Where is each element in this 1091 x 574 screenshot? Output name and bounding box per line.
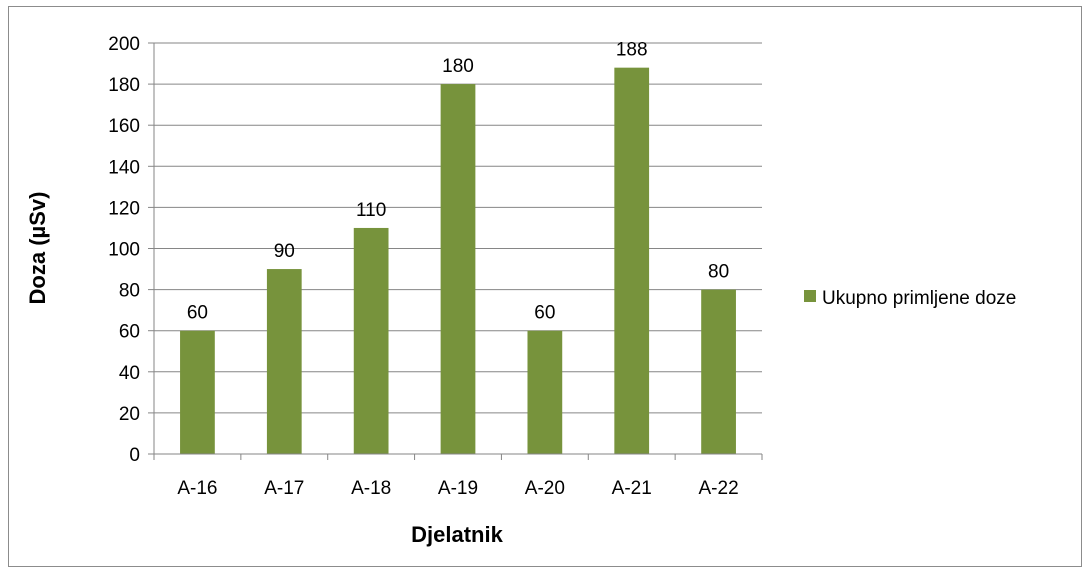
y-tick-label: 160	[108, 116, 140, 137]
axes	[148, 42, 763, 460]
data-label: 180	[442, 56, 474, 77]
legend-swatch	[804, 290, 816, 302]
legend: Ukupno primljene doze	[804, 288, 1016, 309]
bars	[180, 67, 736, 454]
y-tick-labels: 0 20 40 60 80 100 120 140 160 180 200	[108, 34, 140, 466]
x-tick-labels: A-16 A-17 A-18 A-19 A-20 A-21 A-22	[177, 478, 738, 499]
x-tick-label: A-16	[177, 478, 217, 499]
x-tick-label: A-18	[351, 478, 391, 499]
data-label: 90	[274, 241, 295, 262]
bar	[527, 330, 563, 454]
legend-label: Ukupno primljene doze	[822, 288, 1016, 309]
y-tick-label: 200	[108, 34, 140, 55]
bar	[353, 227, 389, 454]
bar	[701, 289, 736, 454]
chart-frame	[8, 6, 1082, 567]
x-tick-label: A-20	[525, 478, 565, 499]
data-labels: 60 90 110 180 60 188 80	[187, 40, 729, 324]
x-tick-label: A-19	[438, 478, 478, 499]
bar	[266, 269, 302, 454]
y-tick-label: 40	[119, 363, 140, 384]
y-tick-label: 0	[129, 445, 140, 466]
x-tick-label: A-17	[264, 478, 304, 499]
x-axis-title: Djelatnik	[411, 522, 503, 547]
y-axis-title: Doza (µSv)	[25, 192, 50, 305]
data-label: 60	[534, 303, 555, 324]
y-tick-label: 20	[119, 404, 140, 425]
y-tick-label: 120	[108, 198, 140, 219]
bar	[614, 67, 650, 454]
y-tick-label: 100	[108, 240, 140, 261]
data-label: 60	[187, 303, 208, 324]
x-tick-label: A-22	[699, 478, 739, 499]
y-tick-label: 180	[108, 75, 140, 96]
y-tick-label: 80	[119, 281, 140, 302]
y-tick-label: 140	[108, 157, 140, 178]
data-label: 80	[708, 262, 729, 283]
y-tick-label: 60	[119, 322, 140, 343]
x-tick-label: A-21	[612, 478, 652, 499]
data-label: 188	[616, 40, 648, 61]
data-label: 110	[356, 200, 386, 221]
bar	[180, 330, 215, 454]
bar	[440, 84, 476, 454]
